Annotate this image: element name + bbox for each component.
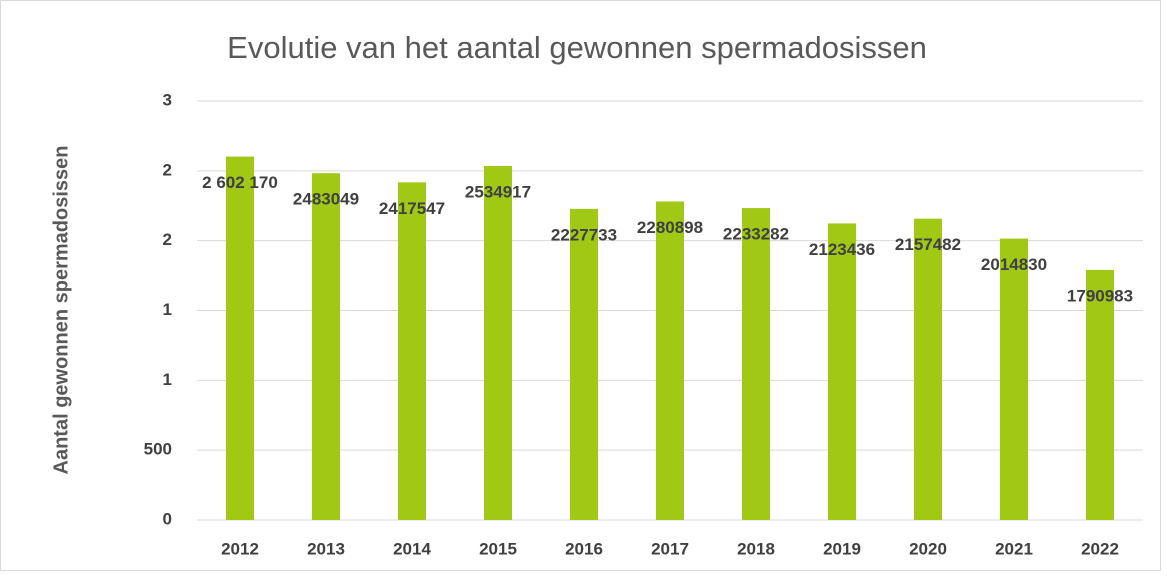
value-label: 2417547 bbox=[379, 199, 445, 218]
x-tick-label: 2020 bbox=[909, 539, 947, 558]
y-tick-label: 500 bbox=[144, 440, 172, 459]
value-label: 1790983 bbox=[1067, 286, 1133, 305]
x-tick-label: 2013 bbox=[307, 539, 345, 558]
value-label: 2534917 bbox=[465, 182, 531, 201]
value-label: 2 602 170 bbox=[202, 173, 278, 192]
value-label: 2227733 bbox=[551, 225, 617, 244]
x-tick-label: 2017 bbox=[651, 539, 689, 558]
x-tick-label: 2016 bbox=[565, 539, 603, 558]
bar bbox=[484, 165, 512, 520]
y-tick-label: 1 bbox=[163, 300, 172, 319]
x-tick-label: 2021 bbox=[995, 539, 1033, 558]
y-axis-title: Aantal gewonnen spermadosissen bbox=[50, 146, 72, 475]
y-tick-label: 2 bbox=[163, 160, 172, 179]
bar bbox=[398, 182, 426, 520]
bar bbox=[656, 201, 684, 521]
x-tick-label: 2015 bbox=[479, 539, 517, 558]
x-tick-label: 2012 bbox=[221, 539, 259, 558]
y-tick-label: 3 bbox=[163, 90, 172, 109]
x-tick-label: 2014 bbox=[393, 539, 431, 558]
value-label: 2280898 bbox=[637, 218, 703, 237]
y-tick-label: 2 bbox=[163, 230, 172, 249]
x-tick-label: 2019 bbox=[823, 539, 861, 558]
bar bbox=[914, 218, 942, 520]
x-tick-label: 2018 bbox=[737, 539, 775, 558]
y-tick-label: 0 bbox=[163, 509, 172, 528]
value-label: 2157482 bbox=[895, 235, 961, 254]
value-label: 2014830 bbox=[981, 255, 1047, 274]
bar bbox=[1000, 238, 1028, 521]
bar bbox=[742, 208, 770, 520]
value-label: 2123436 bbox=[809, 240, 875, 259]
y-tick-label: 1 bbox=[163, 370, 172, 389]
bar bbox=[570, 208, 598, 520]
value-label: 2483049 bbox=[293, 190, 359, 209]
x-tick-label: 2022 bbox=[1081, 539, 1119, 558]
bar bbox=[828, 223, 856, 521]
bar bbox=[226, 156, 254, 520]
bar bbox=[312, 173, 340, 521]
value-label: 2233282 bbox=[723, 225, 789, 244]
chart-title: Evolutie van het aantal gewonnen spermad… bbox=[227, 30, 927, 65]
bar bbox=[1086, 269, 1114, 520]
